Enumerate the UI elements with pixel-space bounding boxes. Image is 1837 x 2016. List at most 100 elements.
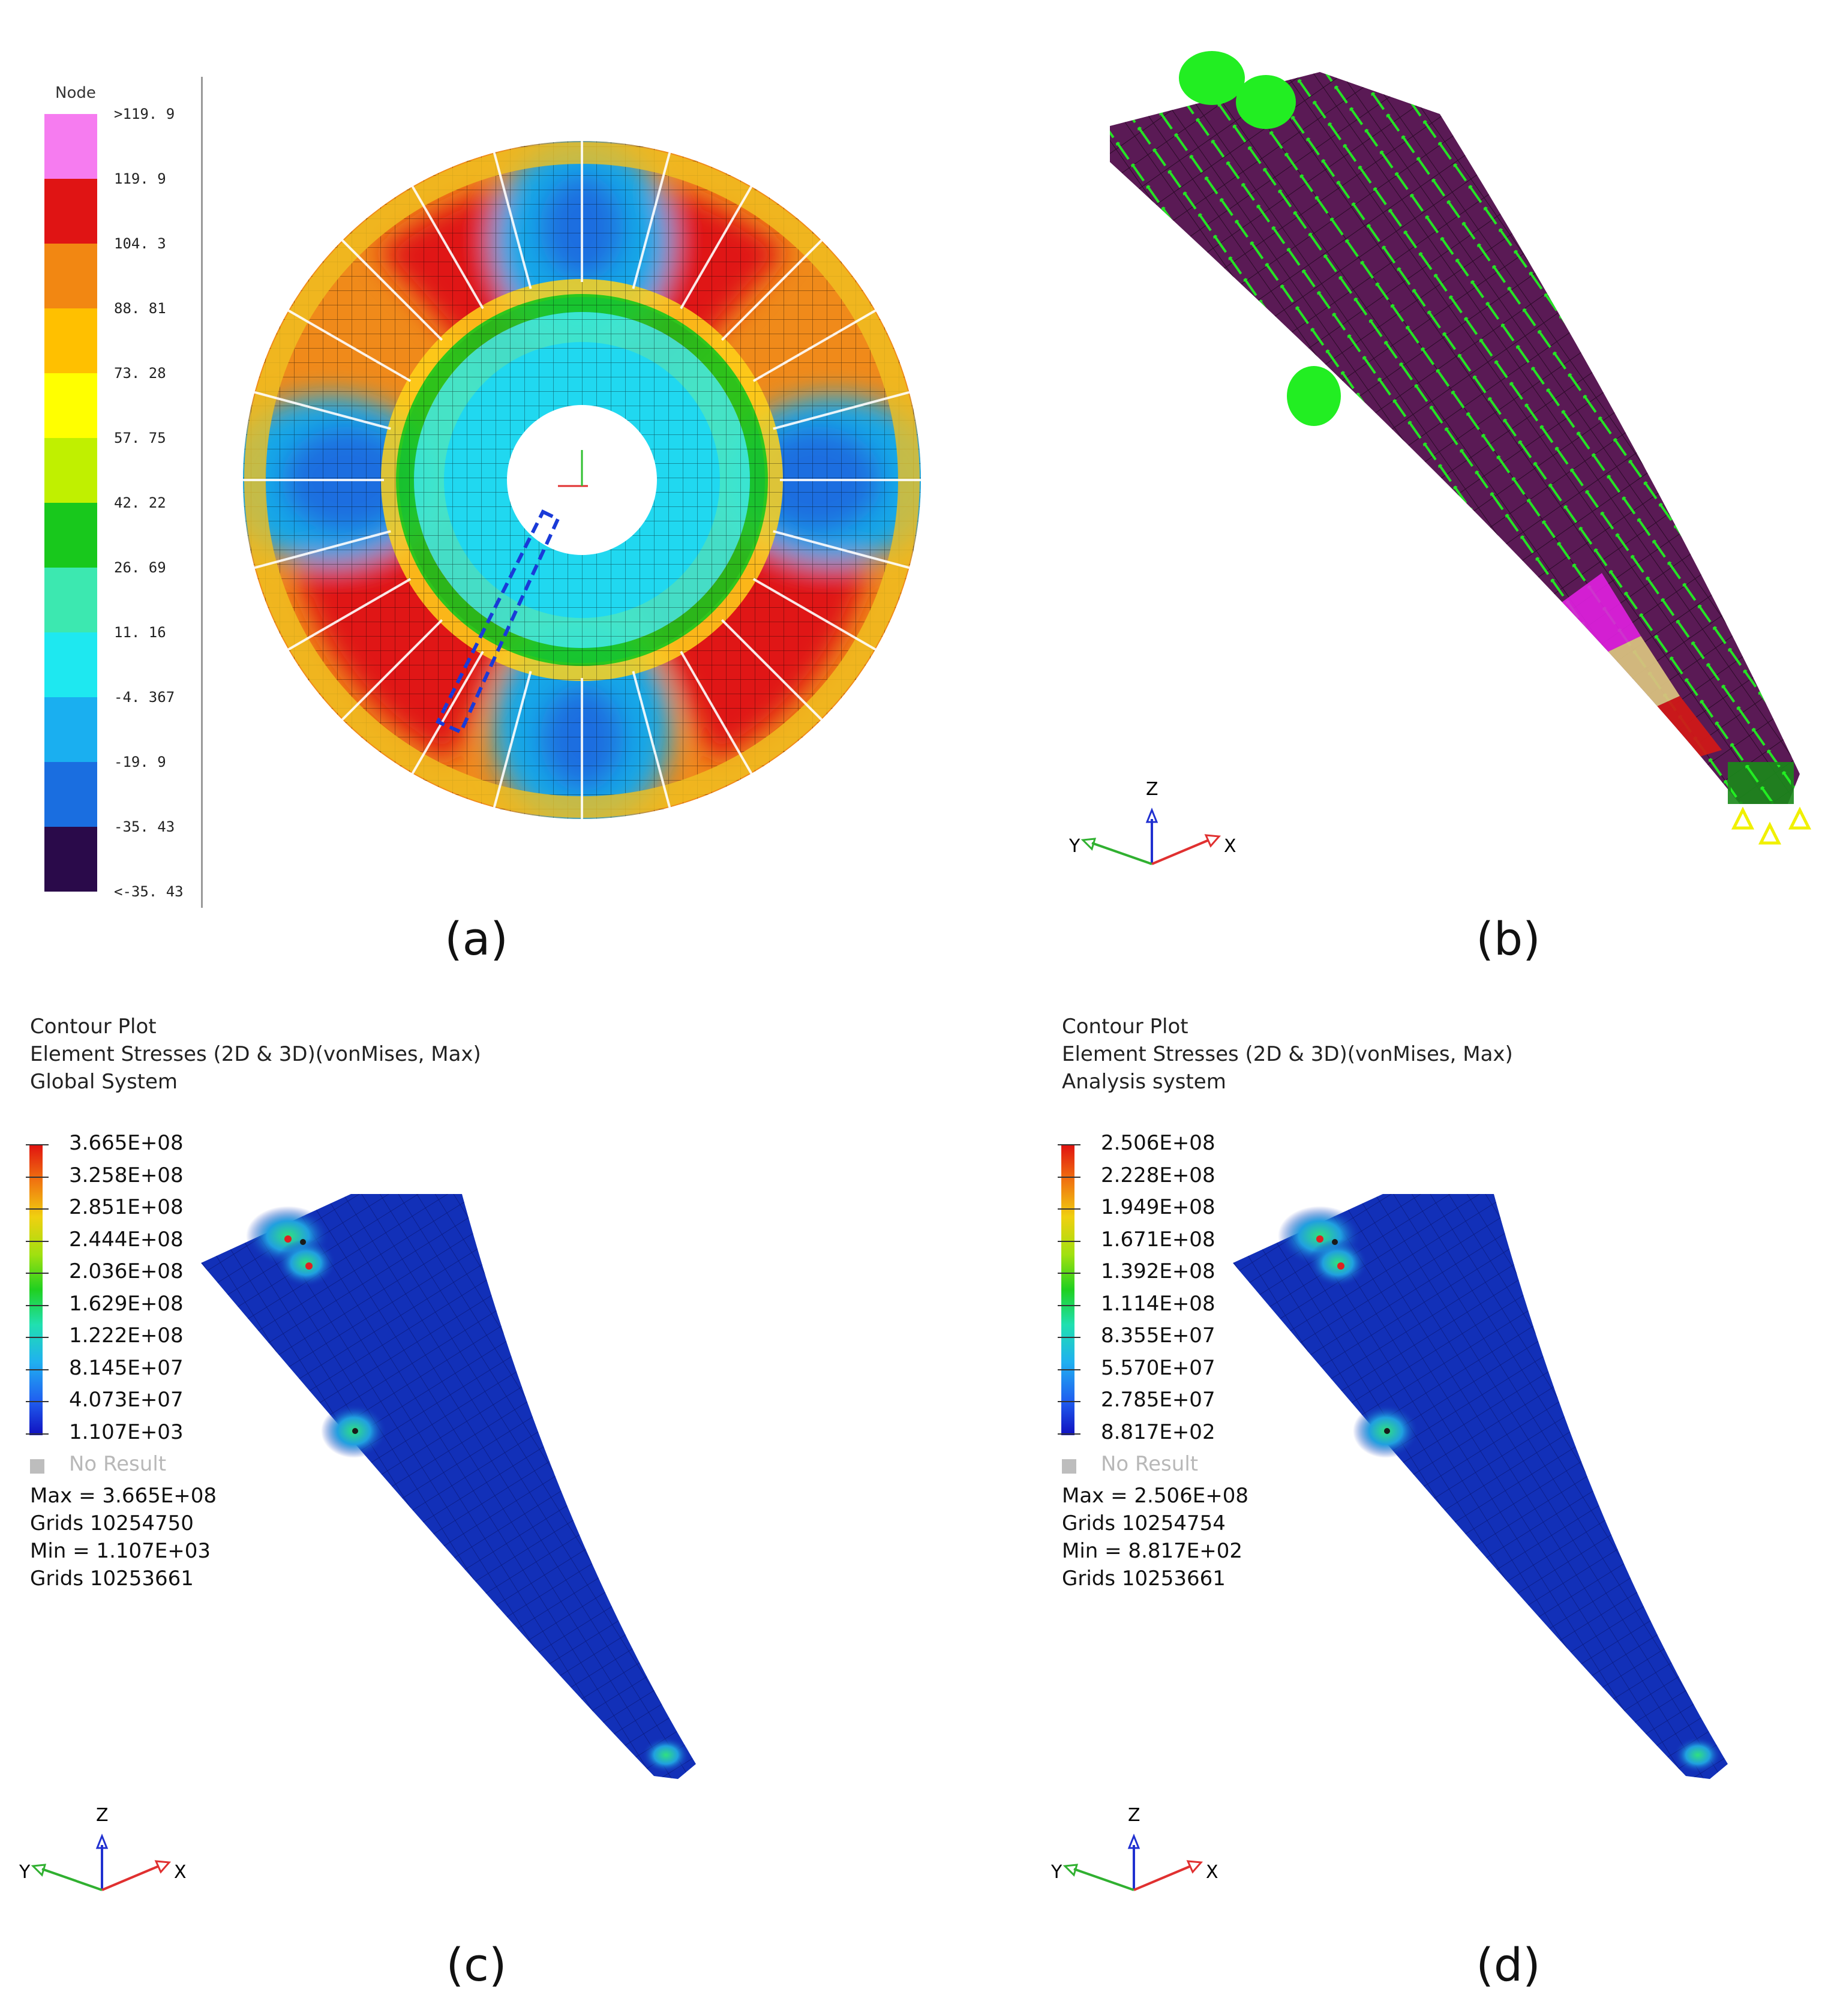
max-grid: Grids 10254750 [30, 1511, 194, 1535]
triad-y-label: Y [1068, 836, 1080, 857]
legend-swatch [44, 179, 97, 244]
legend-swatch [44, 568, 97, 632]
panel-d: Contour Plot Element Stresses (2D & 3D)(… [1032, 1008, 1836, 1944]
legend-tick [1058, 1208, 1080, 1210]
sector-boundary [752, 308, 879, 382]
legend-label: -4. 367 [114, 689, 175, 706]
no-result-label: No Result [69, 1452, 167, 1476]
panel-c: Contour Plot Element Stresses (2D & 3D)(… [0, 1008, 924, 1944]
legend-swatch [44, 827, 97, 892]
legend-label: 3.258E+08 [69, 1163, 184, 1187]
legend-tick [26, 1273, 49, 1274]
legend-tick [26, 1433, 49, 1435]
triad-x-label: X [174, 1862, 187, 1883]
stress-colorbar [1061, 1144, 1074, 1435]
sector-boundary [680, 650, 754, 777]
legend-label: 5.570E+07 [1101, 1355, 1215, 1380]
legend-swatch [44, 244, 97, 308]
legend-tick [1058, 1369, 1080, 1370]
legend-label: <-35. 43 [114, 883, 184, 900]
legend-tick [1058, 1144, 1080, 1145]
legend-label: 8.145E+07 [69, 1355, 184, 1380]
legend-label: 8.817E+02 [1101, 1420, 1215, 1444]
plot-header: Contour Plot Element Stresses (2D & 3D)(… [1062, 1013, 1513, 1096]
plot-header: Contour Plot Element Stresses (2D & 3D)(… [30, 1013, 481, 1096]
min-max-info: Max = 2.506E+08 Grids 10254754 Min = 8.8… [1062, 1482, 1248, 1592]
panel-a: Node >119. 9 119. 9 104. 3 88. 81 73. 28 57. … [24, 72, 948, 912]
triad-z-label: Z [1146, 779, 1158, 800]
legend-label: 1.392E+08 [1101, 1259, 1215, 1283]
legend-title: Node [55, 84, 96, 102]
sector-boundary [632, 149, 672, 289]
sector-boundary [251, 390, 391, 430]
legend-tick [1058, 1433, 1080, 1435]
header-line-3: Global System [30, 1070, 178, 1094]
header-line-1: Contour Plot [30, 1015, 157, 1039]
legend-label: 1.107E+03 [69, 1420, 184, 1444]
triad-x-label: X [1206, 1862, 1218, 1883]
sector-boundary [492, 149, 532, 289]
axis-triad: Z Y X [1068, 779, 1236, 865]
legend-tick [1058, 1337, 1080, 1338]
legend-divider [201, 77, 203, 908]
legend-label: >119. 9 [114, 106, 175, 122]
legend-label: 1.949E+08 [1101, 1195, 1215, 1219]
legend-label: 11. 16 [114, 624, 166, 641]
legend-label: 2.785E+07 [1101, 1388, 1215, 1412]
legend-label: 119. 9 [114, 170, 166, 187]
legend-tick [26, 1208, 49, 1210]
header-line-2: Element Stresses (2D & 3D)(vonMises, Max… [30, 1042, 481, 1066]
triad-y-label: Y [19, 1862, 31, 1883]
legend-tick [26, 1176, 49, 1178]
colorbar-legend: >119. 9 119. 9 104. 3 88. 81 73. 28 57. 75 42.… [44, 106, 200, 906]
caption-c: (c) [446, 1938, 507, 1991]
panel-b: Z Y X [1056, 24, 1836, 912]
sector-boundary [721, 619, 825, 723]
caption-a: (a) [445, 912, 508, 965]
sector-boundary [752, 578, 879, 652]
min-value: Min = 1.107E+03 [30, 1539, 211, 1563]
sector-boundary [410, 183, 484, 310]
axis-triad: Z Y X [19, 1805, 187, 1891]
legend-tick [26, 1240, 49, 1242]
legend-label: 73. 28 [114, 365, 166, 382]
legend-tick [26, 1337, 49, 1338]
legend-swatch [44, 308, 97, 373]
legend-label: 88. 81 [114, 300, 166, 317]
legend-label: 1.222E+08 [69, 1324, 184, 1348]
header-line-1: Contour Plot [1062, 1015, 1188, 1039]
legend-tick [1058, 1240, 1080, 1242]
legend-swatch [44, 632, 97, 697]
blade-stress-contour [201, 1194, 696, 1779]
triad-z-label: Z [1128, 1805, 1140, 1826]
legend-label: 8.355E+07 [1101, 1324, 1215, 1348]
legend-tick [1058, 1304, 1080, 1306]
legend-swatch [44, 114, 97, 179]
sector-boundary [632, 671, 672, 811]
legend-tick [26, 1401, 49, 1402]
legend-tick [1058, 1176, 1080, 1178]
legend-label: 2.444E+08 [69, 1227, 184, 1252]
sector-boundary [285, 308, 412, 382]
legend-label: 1.114E+08 [1101, 1291, 1215, 1316]
legend-tick [1058, 1273, 1080, 1274]
legend-label: -19. 9 [114, 754, 166, 770]
max-grid: Grids 10254754 [1062, 1511, 1226, 1535]
caption-b: (b) [1476, 912, 1541, 965]
legend-tick [26, 1369, 49, 1370]
legend-label: 26. 69 [114, 559, 166, 576]
legend-swatch [44, 697, 97, 762]
no-result-swatch [30, 1459, 44, 1474]
no-result-swatch [1062, 1459, 1076, 1474]
legend-label: 42. 22 [114, 494, 166, 511]
triad-z-label: Z [96, 1805, 109, 1826]
legend-label: 4.073E+07 [69, 1388, 184, 1412]
legend-label: 2.851E+08 [69, 1195, 184, 1219]
header-line-2: Element Stresses (2D & 3D)(vonMises, Max… [1062, 1042, 1513, 1066]
blade-mesh-with-loads [1110, 51, 1812, 845]
legend-label: 1.629E+08 [69, 1291, 184, 1316]
legend-label: 3.665E+08 [69, 1131, 184, 1155]
legend-swatch [44, 438, 97, 503]
max-value: Max = 3.665E+08 [30, 1484, 217, 1508]
legend-label: 2.228E+08 [1101, 1163, 1215, 1187]
